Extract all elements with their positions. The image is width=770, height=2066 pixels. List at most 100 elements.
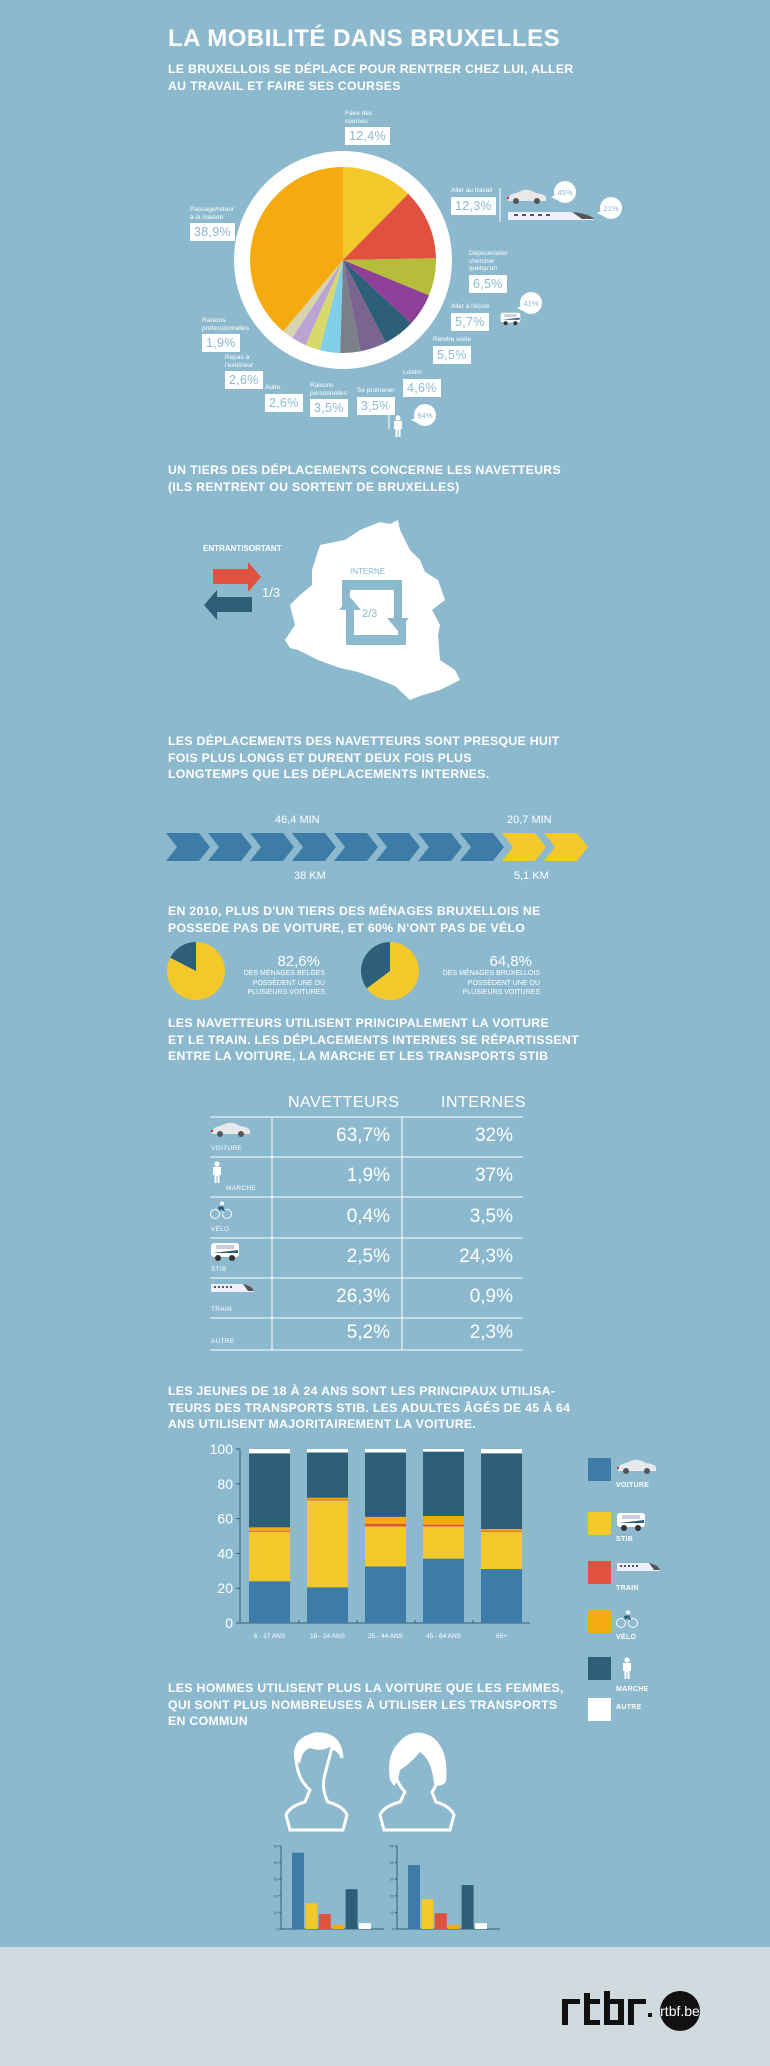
belgian-car-ownership-text: DES MÉNAGES BELGES POSSÈDENT UNE OU PLUS…	[243, 970, 325, 996]
navetteurs-value: 26,3%	[336, 1286, 390, 1307]
navetteurs-value: 1,9%	[346, 1165, 390, 1186]
footer: rtbf.be	[0, 1947, 770, 2066]
pie-callout: Aller à l'école 5,7%	[451, 303, 489, 331]
bar-vélo	[448, 1924, 461, 1929]
table-row: MARCHE 1,9% 37%	[210, 1157, 523, 1197]
y-tick-label: 0	[276, 1927, 279, 1932]
pie-slice	[343, 260, 430, 324]
pie-callout-label: Autre	[265, 384, 281, 391]
x-tick-label: 25 - 44 ANS	[368, 1633, 404, 1640]
pie-callout-value: 12,4%	[345, 127, 390, 145]
bar-segment-vélo	[481, 1529, 522, 1531]
bar-stib	[305, 1903, 318, 1929]
bar-segment-autre	[481, 1449, 522, 1454]
pie-callout-label: Aller à l'école	[451, 303, 490, 310]
bar-segment-vélo	[307, 1497, 348, 1500]
pie-callout-value: 5,5%	[433, 345, 471, 364]
pie-callout: Aller au travail 12,3%	[451, 187, 496, 215]
pie-callout-value: 1,9%	[202, 334, 240, 352]
y-tick-label: 40	[274, 1860, 279, 1865]
page-title: LA MOBILITÉ DANS BRUXELLES	[168, 25, 561, 52]
pie-slice	[340, 260, 361, 353]
legend-swatch	[588, 1561, 611, 1584]
bar-segment-voiture	[249, 1581, 290, 1623]
bar-segment-marche	[423, 1451, 464, 1516]
commuter-chevron	[292, 833, 336, 861]
legend-item: MARCHE	[588, 1657, 708, 1697]
navetteurs-value: 0,4%	[346, 1205, 390, 1227]
legend-swatch	[588, 1458, 611, 1481]
bar-segment-stib	[423, 1526, 464, 1559]
legend-label: STIB	[616, 1536, 634, 1543]
bus-icon	[211, 1243, 239, 1261]
table-row: TRAIN 26,3% 0,9%	[210, 1278, 523, 1318]
pie-callout-label: Faire des courses	[345, 110, 373, 125]
commuter-chevron	[334, 833, 378, 861]
row-mode-label: MARCHE	[226, 1185, 256, 1192]
bar-segment-marche	[481, 1453, 522, 1530]
legend-swatch	[588, 1657, 611, 1680]
commuter-chevron	[250, 833, 294, 861]
y-tick-label: 60	[217, 1511, 233, 1527]
bar-segment-train	[365, 1523, 406, 1527]
table-row: VÉLO 0,4% 3,5%	[210, 1197, 523, 1238]
walker-icon	[388, 405, 402, 437]
bar-segment-vélo	[365, 1516, 406, 1524]
column-header-internes: INTERNES	[441, 1094, 526, 1111]
y-tick-label: 20	[274, 1893, 279, 1898]
pie-callout: Raisons professionnelles 1,9%	[202, 317, 249, 352]
bike-icon	[210, 1201, 232, 1219]
bar-segment-stib	[249, 1531, 290, 1582]
pie-callout-value: 5,7%	[451, 312, 489, 331]
pie-slice	[343, 167, 409, 260]
commuter-chevron	[166, 833, 210, 861]
y-tick-label: 20	[390, 1893, 395, 1898]
walk-share-bubble: 64%	[411, 404, 436, 426]
table-grid	[210, 1116, 523, 1351]
pie-slice	[305, 260, 343, 351]
pie-callout-value: 3,5%	[357, 396, 395, 415]
section2-heading: UN TIERS DES DÉPLACEMENTS CONCERNE LES N…	[168, 463, 561, 494]
pie-callout-value: 3,5%	[310, 399, 348, 417]
work-mode-icons	[499, 188, 594, 222]
y-tick-label: 10	[274, 1910, 279, 1915]
bar-train	[434, 1913, 447, 1929]
pie-callout-value: 6,5%	[469, 274, 507, 293]
section1-heading: LE BRUXELLOIS SE DÉPLACE POUR RENTRER CH…	[168, 62, 574, 93]
pie-callout: Repas à l'extérieur 2,6%	[225, 354, 263, 389]
pie-slice	[283, 260, 343, 338]
legend-item: TRAIN	[588, 1561, 708, 1601]
gender-icons	[284, 1732, 456, 1832]
legend-label: VÉLO	[616, 1634, 637, 1641]
legend-item: VÉLO	[588, 1610, 708, 1650]
bar-segment-train	[249, 1530, 290, 1532]
rtbf-logo[interactable]: rtbf.be	[560, 1989, 720, 2039]
row-mode-label: VÉLO	[211, 1226, 230, 1233]
bar-train	[318, 1914, 331, 1929]
ownership-slice	[366, 942, 419, 1000]
pie-callout-label: Se promener	[357, 387, 395, 394]
section5-heading: LES NAVETTEURS UTILISENT PRINCIPALEMENT …	[168, 1016, 579, 1063]
logo-text: rtbf.be	[660, 2003, 700, 2019]
internal-chevron	[502, 833, 546, 861]
internal-cycle-icon	[339, 580, 409, 645]
section3-heading: LES DÉPLACEMENTS DES NAVETTEURS SONT PRE…	[168, 734, 560, 781]
y-tick-label: 0	[392, 1927, 395, 1932]
train-share-bubble: 21%	[597, 197, 622, 219]
pie-slice	[343, 258, 436, 296]
commuter-time: 46,4 MIN	[275, 814, 320, 826]
bar-voiture	[408, 1865, 420, 1929]
x-tick-label: 45 - 64 ANS	[426, 1633, 462, 1640]
table-row: AUTRE 5,2% 2,3%	[210, 1318, 523, 1350]
legend-label: AUTRE	[616, 1704, 642, 1711]
y-tick-label: 100	[210, 1441, 234, 1457]
row-mode-label: STIB	[211, 1266, 227, 1273]
x-tick-label: 18 - 24 ANS	[310, 1633, 346, 1640]
car-icon	[617, 1459, 656, 1474]
pie-callout-value: 12,3%	[451, 196, 496, 215]
y-tick-label: 40	[390, 1860, 395, 1865]
train-icon	[211, 1284, 254, 1292]
woman-icon	[378, 1732, 456, 1832]
x-tick-label: 65+	[496, 1633, 507, 1640]
incoming-arrow-icon	[213, 562, 261, 592]
